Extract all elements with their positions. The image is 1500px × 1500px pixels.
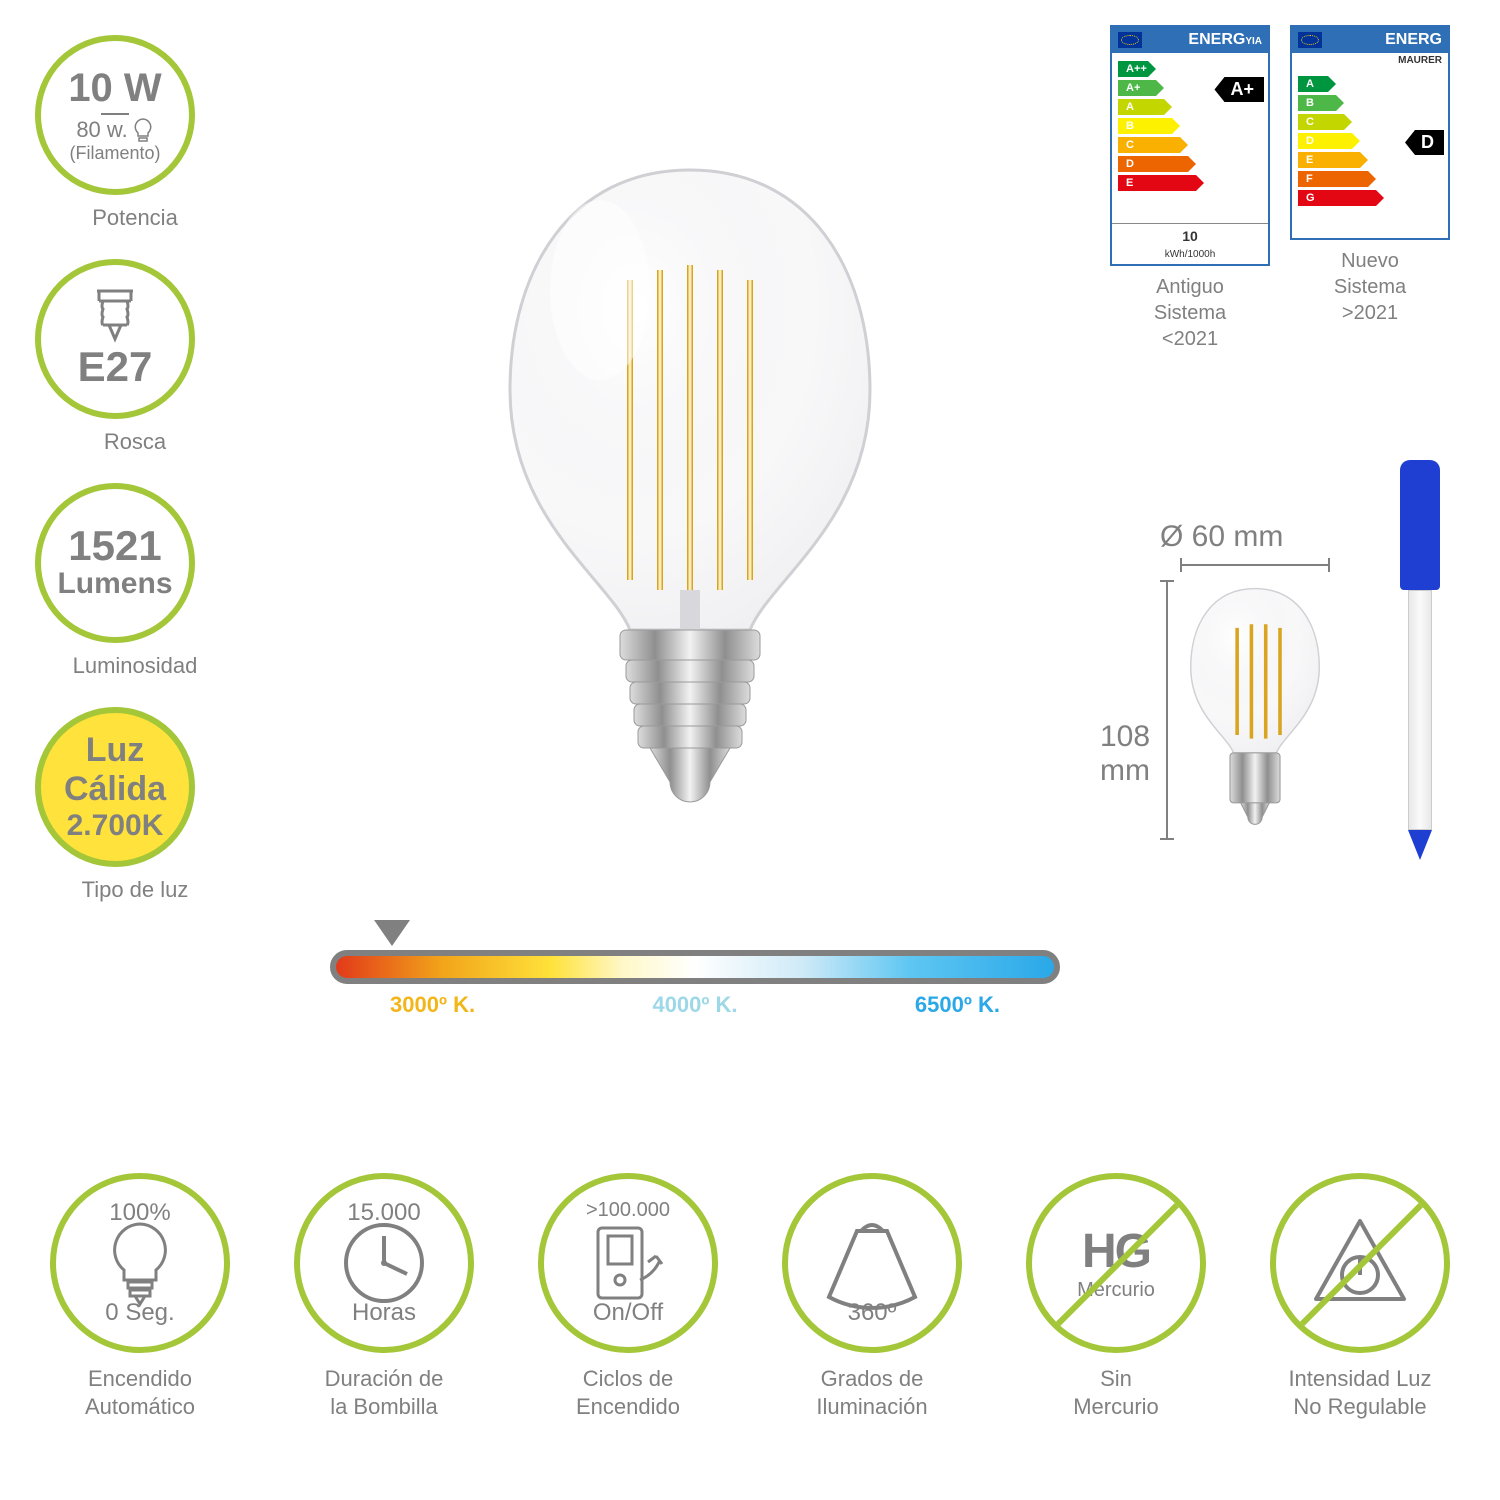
hg-text: HG xyxy=(1082,1224,1150,1279)
energy-new: ENERG MAURER ABCDEFG D Nuevo Sistema >20… xyxy=(1290,25,1450,352)
non-dimmable-badge: Intensidad LuzNo Regulable xyxy=(1255,1173,1465,1450)
beam-angle-badge: 360º Grados deIluminación xyxy=(767,1173,977,1450)
switch-icon xyxy=(588,1220,668,1306)
temp-4000k: 4000º K. xyxy=(652,992,737,1018)
small-bulb-image xyxy=(1180,580,1330,840)
left-spec-column: 10 W 80 w. (Filamento) Potencia E27 Rosc… xyxy=(35,35,235,931)
socket-icon xyxy=(85,287,145,343)
height-label: 108mm xyxy=(1090,720,1160,788)
energy-new-header: ENERG xyxy=(1385,31,1442,49)
socket-badge: E27 Rosca xyxy=(35,259,235,455)
eu-flag-icon xyxy=(1118,32,1142,48)
lumens-unit: Lumens xyxy=(57,567,172,601)
dimensions-block: Ø 60 mm 108mm xyxy=(1090,520,1450,940)
slash-icon xyxy=(1026,1173,1206,1353)
lumens-badge: 1521 Lumens Luminosidad xyxy=(35,483,235,679)
temp-gradient-bar xyxy=(330,950,1060,984)
main-bulb-image xyxy=(480,160,900,860)
socket-label: Rosca xyxy=(35,429,235,455)
temp-3000k: 3000º K. xyxy=(390,992,475,1018)
light-l2: Cálida xyxy=(64,770,166,809)
diameter-label: Ø 60 mm xyxy=(1160,520,1283,554)
energy-old: ENERGYIA A++A+ABCDE A+ 10kWh/1000h Antig… xyxy=(1110,25,1270,352)
cycles-badge: >100.000 On/Off Ciclos deEncendido xyxy=(523,1173,733,1450)
mercury-free-badge: HG Mercurio SinMercurio xyxy=(1011,1173,1221,1450)
light-label: Tipo de luz xyxy=(35,877,235,903)
slash-icon xyxy=(1270,1173,1450,1353)
temp-pointer-icon xyxy=(374,920,410,946)
lumens-value: 1521 xyxy=(68,525,161,567)
color-temp-scale: 3000º K. 4000º K. 6500º K. xyxy=(330,950,1060,1018)
power-equiv: 80 w. xyxy=(76,117,127,143)
power-badge: 10 W 80 w. (Filamento) Potencia xyxy=(35,35,235,231)
socket-value: E27 xyxy=(78,343,153,391)
bulb-outline-icon xyxy=(105,1218,175,1308)
beam-icon xyxy=(817,1213,927,1313)
light-l1: Luz xyxy=(86,731,145,770)
energy-old-rating: A+ xyxy=(1214,77,1264,102)
temp-6500k: 6500º K. xyxy=(915,992,1000,1018)
clock-icon xyxy=(341,1220,427,1306)
power-label: Potencia xyxy=(35,205,235,231)
lifespan-badge: 15.000 Horas Duración dela Bombilla xyxy=(279,1173,489,1450)
instant-on-badge: 100% 0 Seg. EncendidoAutomático xyxy=(35,1173,245,1450)
energy-labels: ENERGYIA A++A+ABCDE A+ 10kWh/1000h Antig… xyxy=(1110,25,1460,352)
bulb-mini-icon xyxy=(132,117,154,143)
light-l3: 2.700K xyxy=(67,809,164,843)
pen-reference xyxy=(1400,460,1440,880)
light-type-badge: Luz Cálida 2.700K Tipo de luz xyxy=(35,707,235,903)
bottom-spec-row: 100% 0 Seg. EncendidoAutomático 15.000 H… xyxy=(35,1173,1465,1450)
power-value: 10 W xyxy=(68,66,161,111)
power-note: (Filamento) xyxy=(69,143,160,164)
energy-old-header: ENERG xyxy=(1188,31,1245,48)
eu-flag-icon xyxy=(1298,32,1322,48)
lumens-label: Luminosidad xyxy=(35,653,235,679)
